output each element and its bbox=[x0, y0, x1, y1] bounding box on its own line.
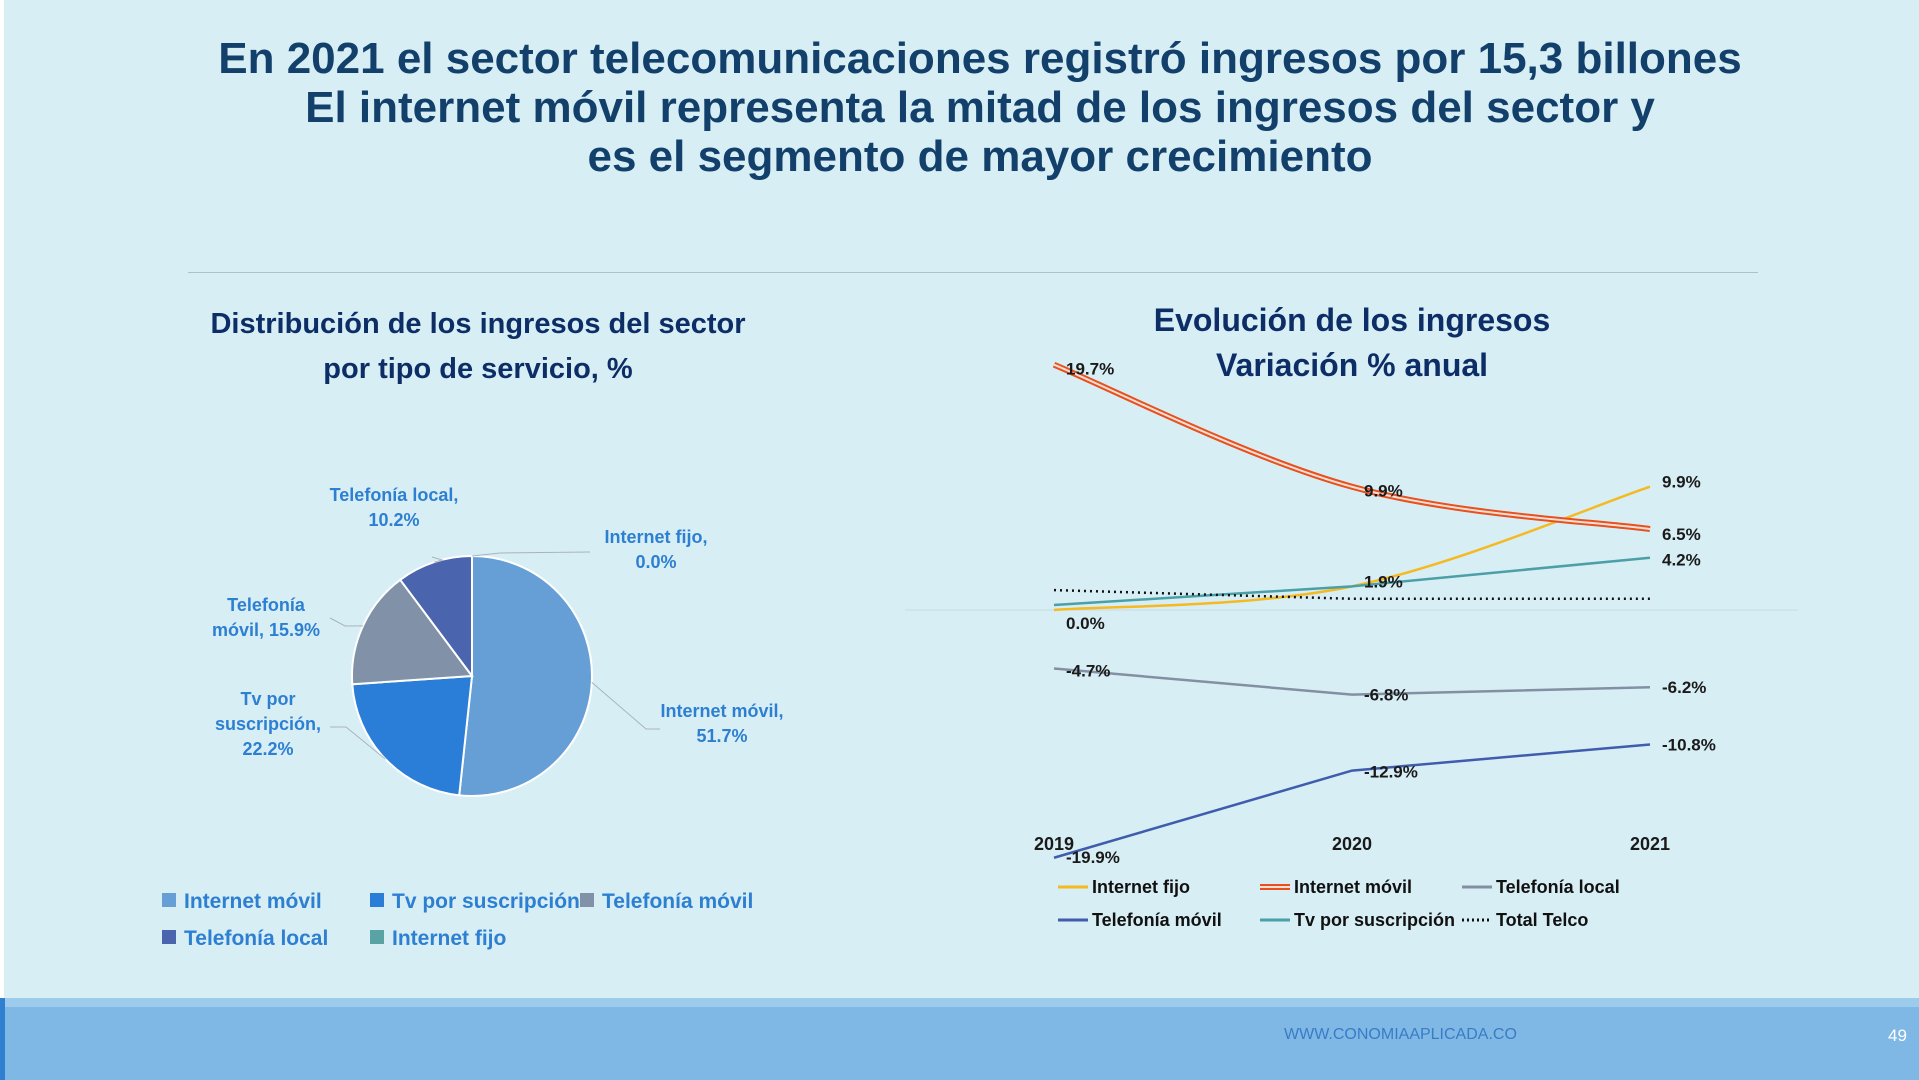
line-x-tick-0: 2019 bbox=[1034, 834, 1074, 854]
line-chart-title: Evolución de los ingresos Variación % an… bbox=[1052, 298, 1652, 388]
pie-legend-swatch-0 bbox=[162, 893, 176, 907]
line-legend-label-3: Telefonía móvil bbox=[1092, 910, 1222, 930]
line-data-label-2-1: -6.8% bbox=[1364, 686, 1408, 705]
pie-data-label-1-line-2: suscripción, bbox=[215, 714, 321, 734]
pie-leader-1 bbox=[330, 726, 386, 760]
headline-line-1: En 2021 el sector telecomunicaciones reg… bbox=[218, 34, 1742, 83]
pie-data-label-0: Internet móvil, 51.7% bbox=[660, 701, 783, 746]
pie-data-label-3: Telefonía local, 10.2% bbox=[330, 485, 459, 530]
divider-line bbox=[188, 272, 1758, 273]
line-data-label-4-2: 4.2% bbox=[1662, 551, 1701, 570]
line-series-3 bbox=[1053, 743, 1651, 859]
pie-legend-label-4: Internet fijo bbox=[392, 927, 506, 950]
line-data-label-1-1: 9.9% bbox=[1364, 482, 1403, 501]
pie-data-label-1-line-1: Tv por bbox=[240, 689, 295, 709]
pie-data-label-1: Tv por suscripción, 22.2% bbox=[215, 689, 321, 759]
pie-leader-2 bbox=[329, 617, 363, 627]
pie-title-line-1: Distribución de los ingresos del sector bbox=[210, 308, 746, 340]
line-data-label-3-2: -10.8% bbox=[1662, 735, 1716, 754]
line-title-line-1: Evolución de los ingresos bbox=[1153, 302, 1551, 338]
line-data-label-2-0: -4.7% bbox=[1066, 662, 1110, 681]
pie-title-line-2: por tipo de servicio, % bbox=[323, 353, 633, 385]
left-edge-strip bbox=[0, 0, 4, 1080]
pie-data-label-0-line-2: 51.7% bbox=[696, 726, 747, 746]
pie-data-label-4-line-1: Internet fijo, bbox=[605, 527, 708, 547]
line-data-label-1-2: 6.5% bbox=[1662, 525, 1701, 544]
pie-chart-title: Distribución de los ingresos del sector … bbox=[178, 302, 778, 392]
pie-legend-label-0: Internet móvil bbox=[184, 890, 322, 913]
pie-slice-0 bbox=[458, 554, 593, 797]
pie-legend-label-1: Tv por suscripción bbox=[392, 890, 580, 913]
line-series-1 bbox=[1053, 363, 1651, 531]
line-series-4 bbox=[1053, 556, 1651, 607]
line-legend-label-5: Total Telco bbox=[1496, 910, 1588, 930]
pie-data-label-2-line-1: Telefonía bbox=[227, 595, 306, 615]
pie-leader-4 bbox=[471, 551, 591, 557]
line-x-tick-1: 2020 bbox=[1332, 834, 1372, 854]
line-x-tick-2: 2021 bbox=[1630, 834, 1670, 854]
line-title-line-2: Variación % anual bbox=[1215, 347, 1489, 383]
pie-data-label-4: Internet fijo, 0.0% bbox=[605, 527, 708, 572]
pie-legend-swatch-1 bbox=[370, 893, 384, 907]
line-series-1-outer bbox=[1052, 361, 1651, 533]
pie-data-label-3-line-1: Telefonía local, bbox=[330, 485, 459, 505]
line-series-2 bbox=[1053, 667, 1651, 696]
page-number: 49 bbox=[1888, 1026, 1907, 1045]
line-data-label-1-0: 19.7% bbox=[1066, 360, 1114, 379]
pie-data-label-2-line-2: móvil, 15.9% bbox=[212, 620, 320, 640]
pie-legend-swatch-2 bbox=[580, 893, 594, 907]
footer-band-top bbox=[0, 998, 1919, 1007]
charts-canvas: Internet móvil, 51.7% Tv por suscripción, 22… bbox=[162, 360, 1798, 950]
footer-band bbox=[0, 998, 1919, 1080]
line-legend-label-1: Internet móvil bbox=[1294, 877, 1412, 897]
line-data-label-0-0: 0.0% bbox=[1066, 614, 1105, 633]
pie-data-label-0-line-1: Internet móvil, bbox=[660, 701, 783, 721]
line-series-5 bbox=[1053, 588, 1650, 601]
pie-legend-swatch-3 bbox=[162, 930, 176, 944]
pie-leader-0 bbox=[591, 682, 660, 730]
line-legend-label-0: Internet fijo bbox=[1092, 877, 1190, 897]
line-legend-label-4: Tv por suscripción bbox=[1294, 910, 1455, 930]
line-data-label-0-2: 9.9% bbox=[1662, 473, 1701, 492]
slide-headline: En 2021 el sector telecomunicaciones reg… bbox=[0, 34, 1919, 181]
line-data-label-0-1: 1.9% bbox=[1364, 572, 1403, 591]
headline-line-3: es el segmento de mayor crecimiento bbox=[587, 132, 1373, 181]
pie-data-label-3-line-2: 10.2% bbox=[368, 510, 419, 530]
pie-data-label-2: Telefonía móvil, 15.9% bbox=[212, 595, 320, 640]
line-legend-label-2: Telefonía local bbox=[1496, 877, 1620, 897]
pie-leader-3 bbox=[431, 556, 444, 563]
footer-url-link[interactable]: WWW.CONOMIAAPLICADA.CO bbox=[1284, 1026, 1517, 1043]
pie-legend-label-2: Telefonía móvil bbox=[602, 890, 753, 913]
pie-data-label-4-line-2: 0.0% bbox=[635, 552, 676, 572]
line-data-label-2-2: -6.2% bbox=[1662, 678, 1706, 697]
pie-data-label-1-line-3: 22.2% bbox=[242, 739, 293, 759]
pie-slice-1 bbox=[351, 674, 474, 797]
line-data-label-3-0: -19.9% bbox=[1066, 848, 1120, 867]
headline-line-2: El internet móvil representa la mitad de… bbox=[305, 83, 1655, 132]
line-data-label-3-1: -12.9% bbox=[1364, 763, 1418, 782]
footer-accent-mark bbox=[0, 998, 5, 1080]
line-series-0 bbox=[1053, 485, 1651, 612]
pie-legend-swatch-4 bbox=[370, 930, 384, 944]
pie-legend-label-3: Telefonía local bbox=[184, 927, 328, 950]
